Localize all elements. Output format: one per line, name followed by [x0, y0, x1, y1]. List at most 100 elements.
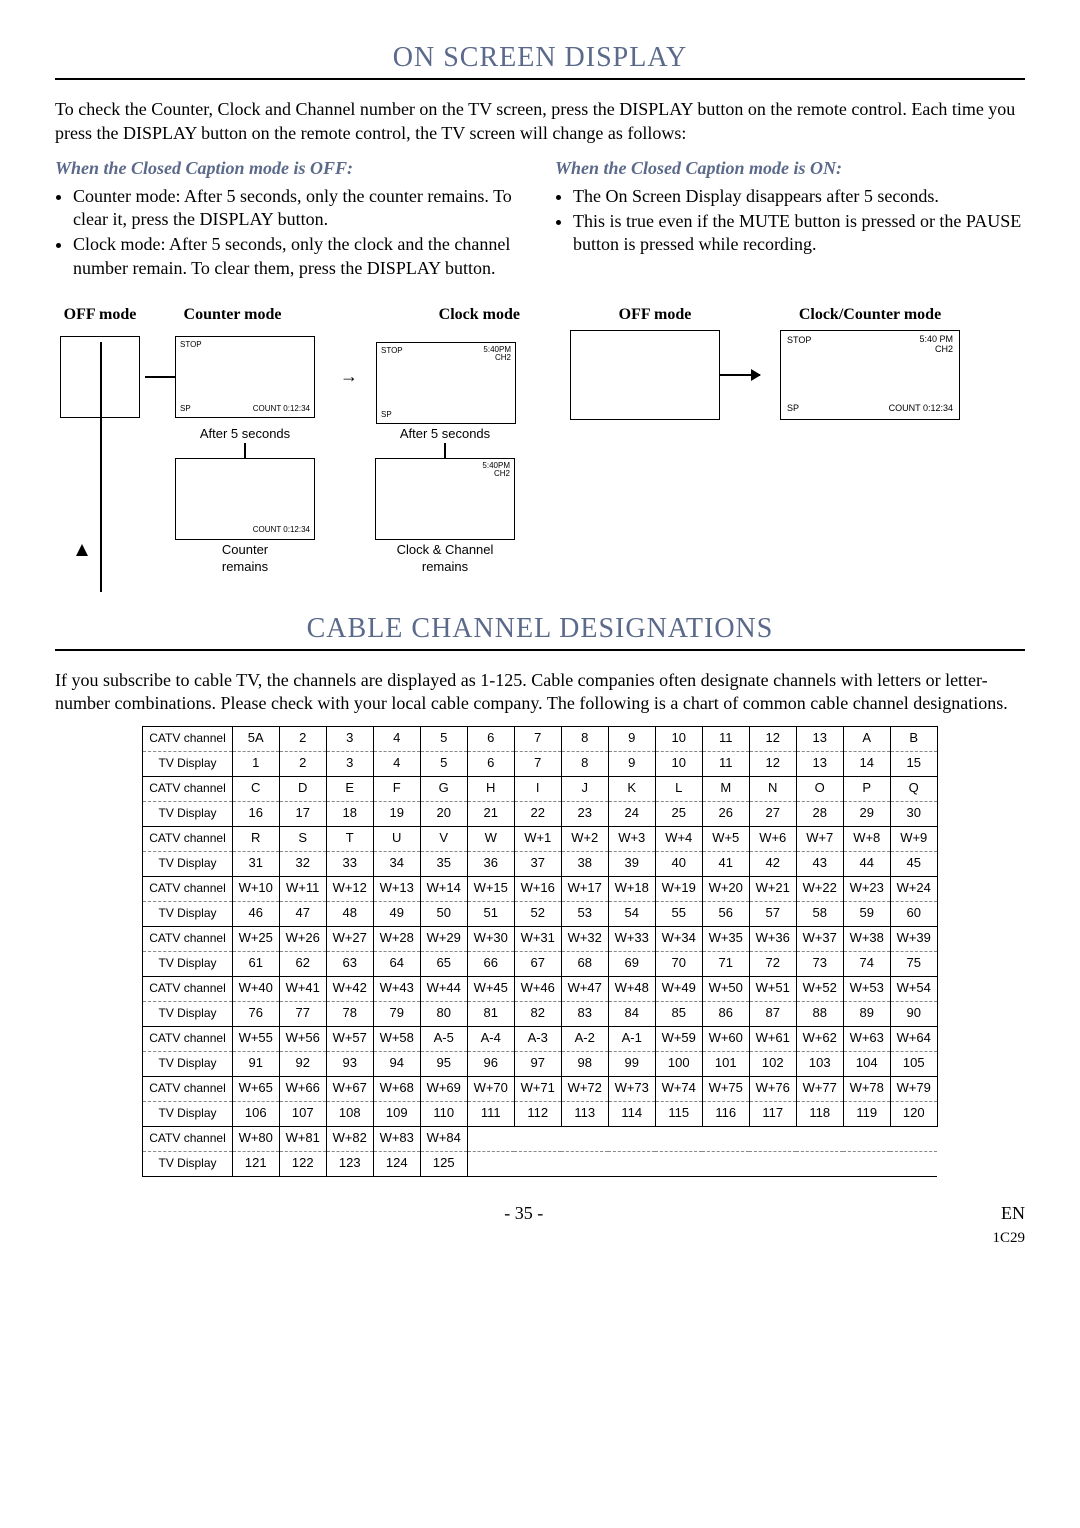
tv-cell: 12 — [749, 751, 796, 776]
clockcounter-screen: STOP 5:40 PMCH2 SP COUNT 0:12:34 — [780, 330, 960, 420]
cc-on-heading: When the Closed Caption mode is ON: — [555, 157, 1025, 180]
tv-cell: 125 — [420, 1151, 467, 1176]
catv-cell: W+4 — [655, 826, 702, 851]
tv-cell: 30 — [890, 801, 937, 826]
catv-cell: W+67 — [326, 1076, 373, 1101]
after5-caption-1: After 5 seconds — [175, 426, 315, 443]
catv-cell: W+69 — [420, 1076, 467, 1101]
catv-cell: W+54 — [890, 976, 937, 1001]
tv-cell: 95 — [420, 1051, 467, 1076]
tv-cell — [561, 1151, 608, 1176]
tv-cell: 51 — [467, 901, 514, 926]
tv-cell: 22 — [514, 801, 561, 826]
tv-cell: 38 — [561, 851, 608, 876]
catv-cell: W+37 — [796, 926, 843, 951]
tv-cell: 47 — [279, 901, 326, 926]
label-counter-mode: Counter mode — [145, 305, 320, 326]
catv-cell: Q — [890, 776, 937, 801]
time-ch-text-r: 5:40 PMCH2 — [919, 335, 953, 355]
catv-cell: 10 — [655, 726, 702, 751]
catv-cell: M — [702, 776, 749, 801]
tv-cell: 73 — [796, 951, 843, 976]
tv-cell: 96 — [467, 1051, 514, 1076]
catv-cell: 12 — [749, 726, 796, 751]
catv-cell: I — [514, 776, 561, 801]
catv-cell: W+48 — [608, 976, 655, 1001]
row-label-catv: CATV channel — [143, 1026, 232, 1051]
catv-cell: W+33 — [608, 926, 655, 951]
tv-cell: 23 — [561, 801, 608, 826]
catv-cell: W+5 — [702, 826, 749, 851]
catv-cell: A-4 — [467, 1026, 514, 1051]
catv-cell: R — [232, 826, 279, 851]
catv-cell: 13 — [796, 726, 843, 751]
row-label-catv: CATV channel — [143, 726, 232, 751]
catv-cell: A — [843, 726, 890, 751]
catv-cell: W+56 — [279, 1026, 326, 1051]
tv-cell: 71 — [702, 951, 749, 976]
tv-cell — [749, 1151, 796, 1176]
catv-cell: W+51 — [749, 976, 796, 1001]
tv-cell: 57 — [749, 901, 796, 926]
tv-cell: 32 — [279, 851, 326, 876]
tv-cell: 92 — [279, 1051, 326, 1076]
tv-cell: 17 — [279, 801, 326, 826]
catv-cell: W+55 — [232, 1026, 279, 1051]
tv-cell: 53 — [561, 901, 608, 926]
catv-cell: W+16 — [514, 876, 561, 901]
tv-cell: 109 — [373, 1101, 420, 1126]
tv-cell: 5 — [420, 751, 467, 776]
catv-cell: W+63 — [843, 1026, 890, 1051]
cc-off-bullet1: Counter mode: After 5 seconds, only the … — [73, 185, 525, 232]
tv-cell: 89 — [843, 1001, 890, 1026]
row-label-tv: TV Display — [143, 1101, 232, 1126]
catv-cell: W+45 — [467, 976, 514, 1001]
catv-cell: W+68 — [373, 1076, 420, 1101]
row-label-catv: CATV channel — [143, 826, 232, 851]
catv-cell: C — [232, 776, 279, 801]
tv-cell: 27 — [749, 801, 796, 826]
tv-cell: 91 — [232, 1051, 279, 1076]
catv-cell: W+61 — [749, 1026, 796, 1051]
tv-cell — [608, 1151, 655, 1176]
catv-cell: W+74 — [655, 1076, 702, 1101]
catv-cell: W+52 — [796, 976, 843, 1001]
tv-cell: 107 — [279, 1101, 326, 1126]
tv-cell: 102 — [749, 1051, 796, 1076]
row-label-tv: TV Display — [143, 751, 232, 776]
catv-cell: W+42 — [326, 976, 373, 1001]
page-number: - 35 - — [504, 1202, 543, 1249]
tv-cell: 29 — [843, 801, 890, 826]
catv-cell: W+14 — [420, 876, 467, 901]
tv-cell: 52 — [514, 901, 561, 926]
tv-cell: 97 — [514, 1051, 561, 1076]
catv-cell: W+11 — [279, 876, 326, 901]
tv-cell: 116 — [702, 1101, 749, 1126]
catv-cell: V — [420, 826, 467, 851]
time-ch-text: 5:40PMCH2 — [483, 346, 511, 362]
catv-cell: W+71 — [514, 1076, 561, 1101]
catv-cell: W+8 — [843, 826, 890, 851]
row-label-tv: TV Display — [143, 1051, 232, 1076]
tv-cell: 26 — [702, 801, 749, 826]
catv-cell: W+58 — [373, 1026, 420, 1051]
tv-cell: 18 — [326, 801, 373, 826]
connector-line — [145, 376, 175, 378]
catv-cell: W+77 — [796, 1076, 843, 1101]
tv-cell: 123 — [326, 1151, 373, 1176]
stop-text-2: STOP — [381, 346, 403, 356]
catv-cell: W+17 — [561, 876, 608, 901]
catv-cell: B — [890, 726, 937, 751]
catv-cell: W+70 — [467, 1076, 514, 1101]
tv-cell: 40 — [655, 851, 702, 876]
catv-cell: W+73 — [608, 1076, 655, 1101]
tv-cell: 60 — [890, 901, 937, 926]
catv-cell: W+64 — [890, 1026, 937, 1051]
tv-cell: 28 — [796, 801, 843, 826]
tv-cell: 69 — [608, 951, 655, 976]
catv-cell: W+46 — [514, 976, 561, 1001]
catv-cell: W+59 — [655, 1026, 702, 1051]
catv-cell: W+43 — [373, 976, 420, 1001]
catv-cell: W+13 — [373, 876, 420, 901]
tv-cell — [467, 1151, 514, 1176]
